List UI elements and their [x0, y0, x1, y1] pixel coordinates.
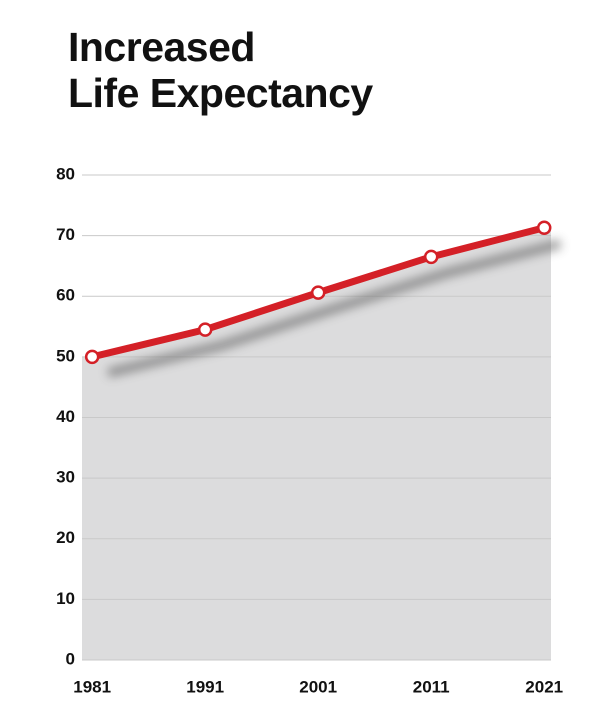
y-tick-label: 70 — [56, 225, 75, 244]
y-tick-label: 10 — [56, 589, 75, 608]
x-tick-label: 2001 — [299, 677, 337, 696]
y-tick-label: 0 — [66, 649, 75, 668]
area — [82, 227, 551, 660]
point — [84, 349, 100, 365]
x-tick-label: 1981 — [73, 677, 111, 696]
y-tick-label: 40 — [56, 407, 75, 426]
line-shadow — [107, 239, 562, 378]
y-tick-label: 30 — [56, 468, 75, 487]
point — [197, 322, 213, 337]
x-tick-label: 1991 — [186, 677, 224, 696]
y-tick-label: 50 — [56, 346, 75, 365]
x-tick-label: 2011 — [413, 677, 450, 696]
point — [423, 249, 439, 265]
chart-title: Increased Life Expectancy — [68, 24, 373, 116]
point — [310, 285, 326, 300]
point — [536, 220, 552, 235]
x-tick-label: 2021 — [525, 677, 563, 696]
y-tick-label: 20 — [56, 528, 75, 547]
y-tick-label: 80 — [56, 164, 75, 183]
y-tick-label: 60 — [56, 286, 75, 305]
